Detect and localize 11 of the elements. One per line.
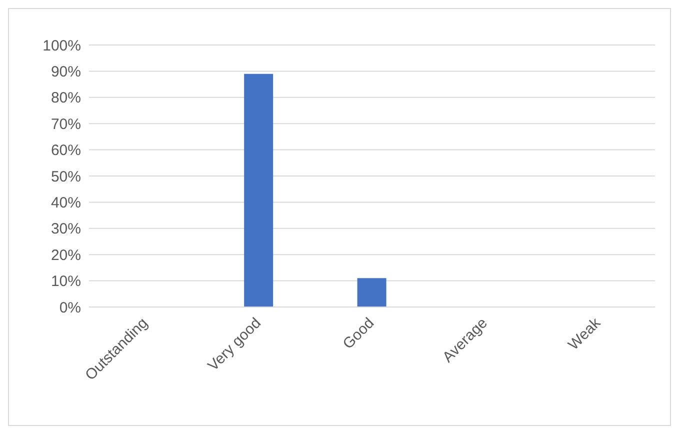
- y-tick-label: 70%: [50, 116, 81, 133]
- y-tick-label: 50%: [50, 168, 81, 186]
- y-tick-label: 30%: [50, 220, 81, 238]
- y-tick-label: 90%: [50, 64, 81, 81]
- y-tick-label: 60%: [50, 142, 81, 160]
- y-tick-label: 10%: [50, 273, 81, 290]
- y-tick-label: 20%: [50, 246, 81, 264]
- y-tick-label: 80%: [50, 90, 81, 107]
- y-tick-label: 100%: [42, 37, 81, 54]
- y-tick-label: 40%: [50, 194, 81, 212]
- y-tick-label: 0%: [59, 299, 81, 316]
